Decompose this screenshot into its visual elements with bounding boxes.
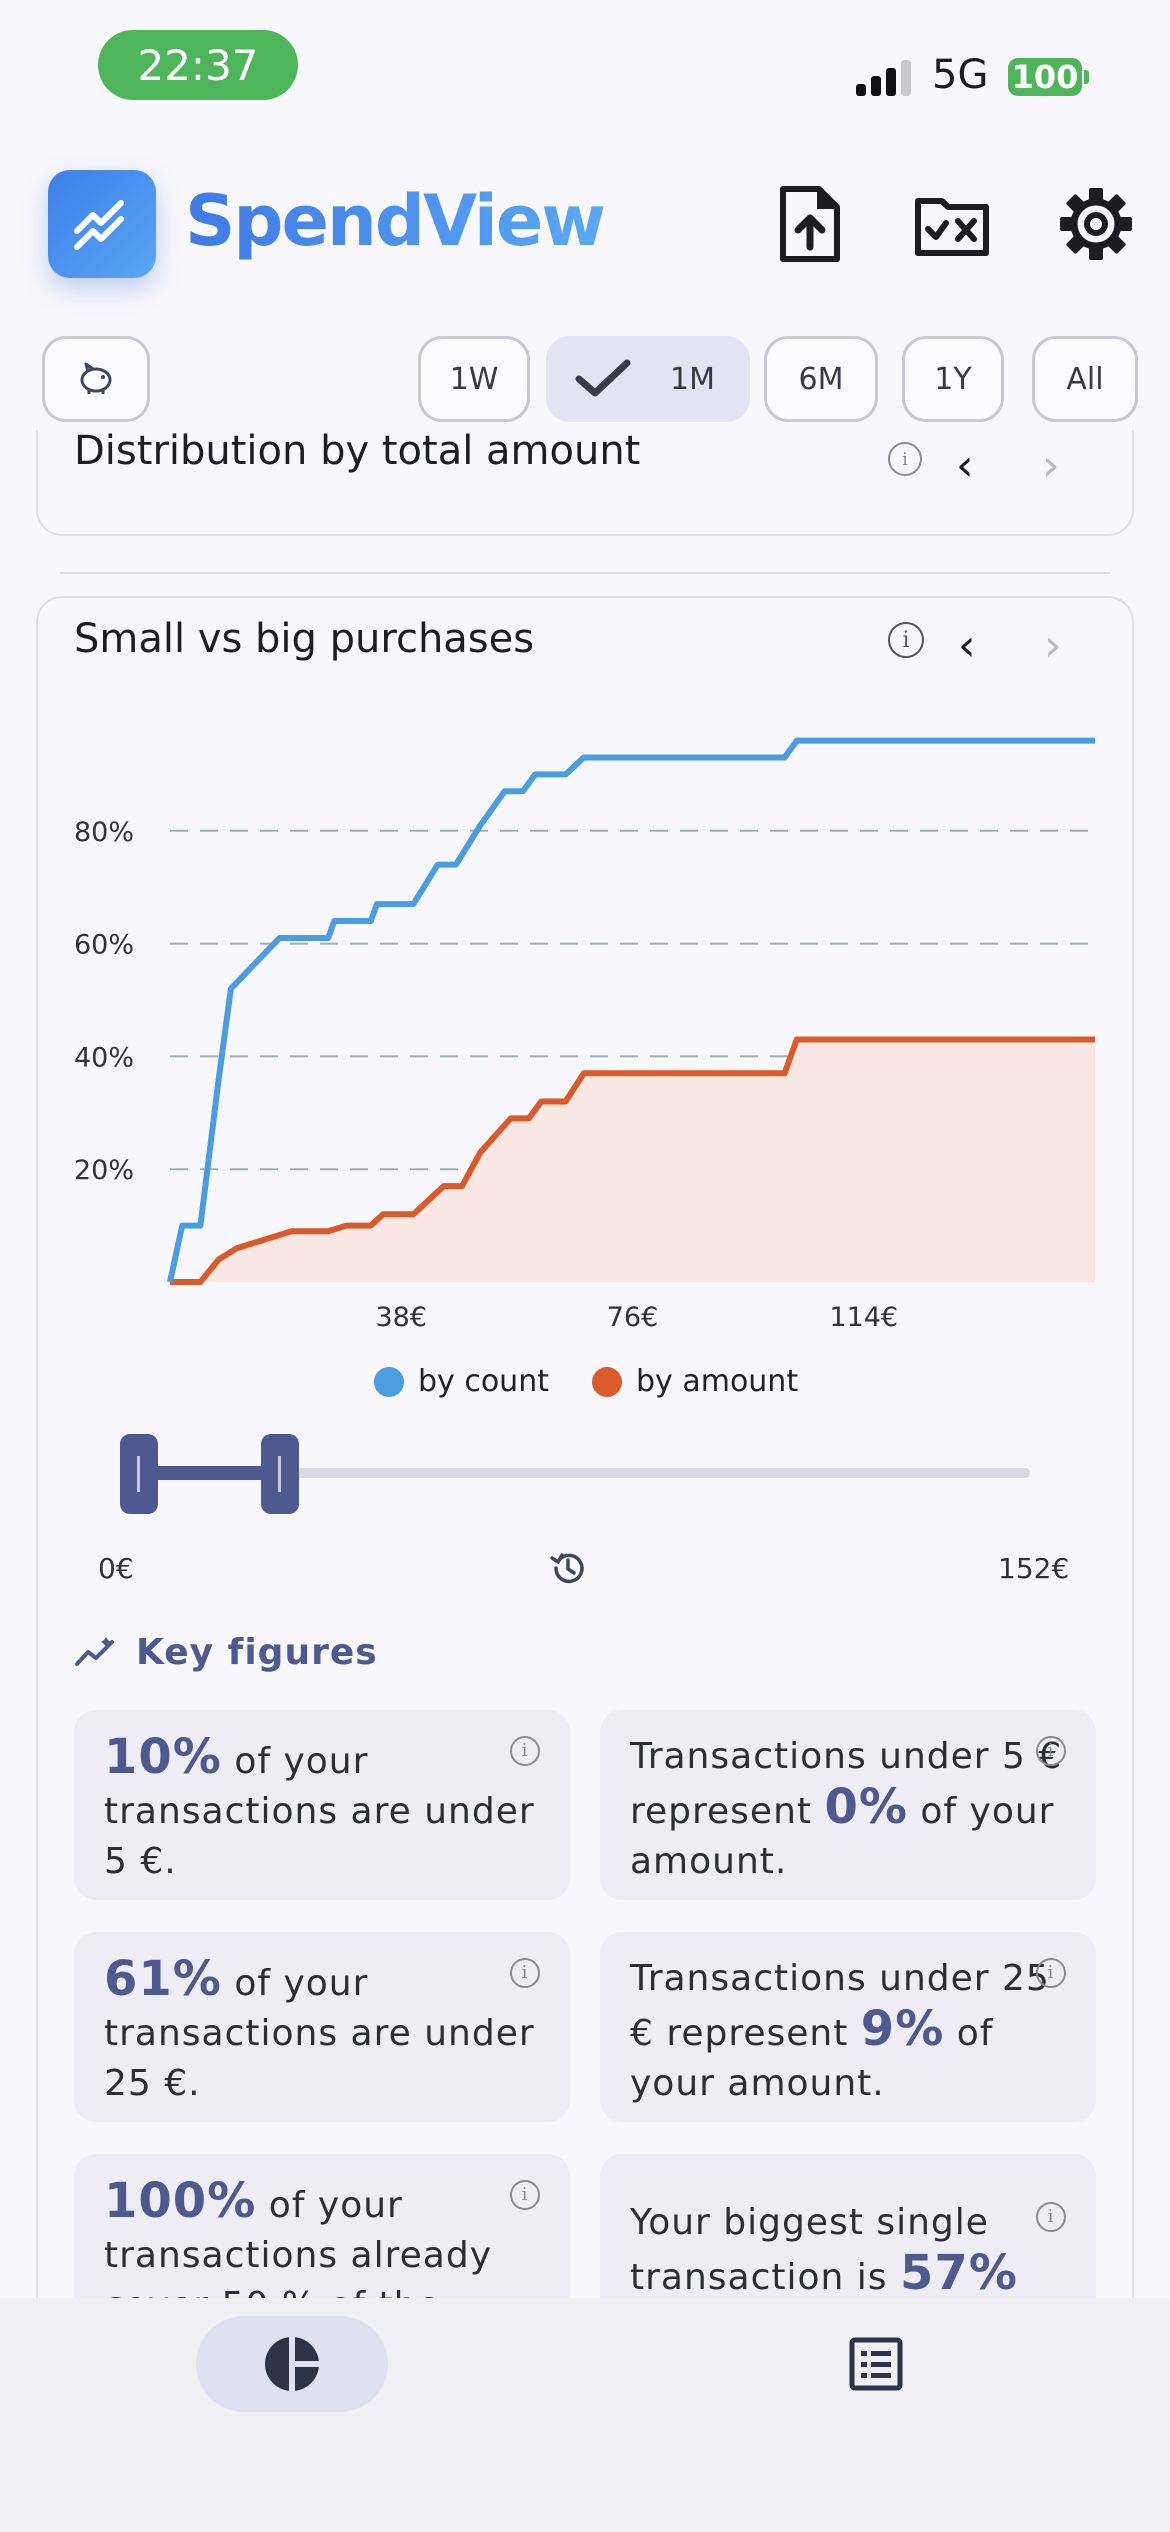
slider-min-label: 0€ xyxy=(98,1552,134,1585)
pie-chart-icon xyxy=(265,2335,321,2393)
app-logo xyxy=(48,170,156,278)
range-slider-track[interactable] xyxy=(150,1468,1030,1478)
info-icon[interactable]: i xyxy=(510,1958,540,1988)
card-title: Small vs big purchases xyxy=(74,616,535,662)
piggy-bank-icon xyxy=(80,362,112,394)
slider-max-label: 152€ xyxy=(998,1552,1070,1585)
upload-file-icon[interactable] xyxy=(770,184,850,264)
key-figure-text: Your biggest single transaction is xyxy=(630,2202,989,2298)
key-figure-text: of your transactions are under 25 €. xyxy=(104,1963,535,2104)
info-icon[interactable]: i xyxy=(510,1736,540,1766)
legend-amount: by amount xyxy=(592,1364,798,1399)
list-document-icon xyxy=(849,2337,903,2391)
legend-amount-swatch xyxy=(592,1366,622,1397)
key-figure-value: 10% xyxy=(104,1729,222,1785)
key-figure-card-2: i Transactions under 5 € represent 0% of… xyxy=(600,1710,1096,1900)
filter-1m[interactable]: 1M xyxy=(546,336,750,422)
amount-area xyxy=(170,1039,1095,1282)
key-figure-card-4: i Transactions under 25 € represent 9% o… xyxy=(600,1932,1096,2122)
filter-1w[interactable]: 1W xyxy=(418,336,530,422)
reset-history-icon[interactable] xyxy=(548,1548,588,1592)
piggy-bank-button[interactable] xyxy=(42,336,150,422)
key-figure-value: 9% xyxy=(860,2001,945,2057)
key-figures-icon xyxy=(74,1636,116,1674)
filter-6m[interactable]: 6M xyxy=(764,336,878,422)
filter-6m-label: 6M xyxy=(798,361,844,397)
legend-count-swatch xyxy=(374,1366,404,1397)
key-figure-text: of your transactions are under 5 €. xyxy=(104,1741,535,1882)
info-icon[interactable]: i xyxy=(1036,1736,1066,1766)
filter-1w-label: 1W xyxy=(449,361,499,397)
key-figure-text: Transactions under 5 € represent xyxy=(630,1736,1063,1832)
legend-count: by count xyxy=(374,1364,549,1399)
x-tick-label: 114€ xyxy=(829,1302,898,1333)
checkmark-icon xyxy=(575,359,631,397)
filter-1y-label: 1Y xyxy=(934,361,972,397)
settings-gear-icon[interactable] xyxy=(1056,184,1136,264)
y-tick-label: 60% xyxy=(74,930,134,961)
chart-tab[interactable] xyxy=(196,2316,388,2412)
key-figure-value: 57% xyxy=(900,2245,1018,2301)
chevron-left-icon[interactable]: ‹ xyxy=(958,620,976,671)
battery-indicator: 100 xyxy=(1008,58,1082,96)
filter-all-label: All xyxy=(1066,361,1104,397)
legend-count-label: by count xyxy=(418,1364,549,1399)
list-tab[interactable] xyxy=(848,2336,904,2396)
y-tick-label: 20% xyxy=(74,1155,134,1186)
key-figure-value: 0% xyxy=(824,1779,908,1835)
x-tick-label: 76€ xyxy=(607,1302,659,1333)
chevron-left-icon[interactable]: ‹ xyxy=(956,440,974,491)
key-figure-text: of your amount. xyxy=(630,1791,1055,1882)
status-time: 22:37 xyxy=(98,30,298,100)
key-figure-text: of your amount. xyxy=(630,2013,994,2104)
bottom-tab-bar xyxy=(0,2298,1170,2532)
y-tick-label: 40% xyxy=(74,1042,134,1073)
amount-line xyxy=(170,1036,1095,1285)
info-icon[interactable]: i xyxy=(1036,1958,1066,1988)
info-icon[interactable]: i xyxy=(888,442,922,476)
key-figure-card-1: i 10% of your transactions are under 5 €… xyxy=(74,1710,570,1900)
key-figure-text: Transactions under 25 € represent xyxy=(630,1958,1050,2054)
filter-all[interactable]: All xyxy=(1032,336,1138,422)
folder-remove-icon[interactable] xyxy=(912,184,992,264)
battery-nub xyxy=(1084,70,1089,84)
x-tick-label: 38€ xyxy=(375,1302,427,1333)
chevron-right-icon: › xyxy=(1044,620,1062,671)
card-separator xyxy=(60,572,1110,574)
battery-level: 100 xyxy=(1011,58,1079,96)
filter-1y[interactable]: 1Y xyxy=(902,336,1004,422)
key-figure-card-3: i 61% of your transactions are under 25 … xyxy=(74,1932,570,2122)
legend-amount-label: by amount xyxy=(636,1364,799,1399)
info-icon[interactable]: i xyxy=(510,2180,540,2210)
key-figures-heading: Key figures xyxy=(136,1632,378,1673)
range-slider-max-handle[interactable] xyxy=(261,1434,299,1514)
range-slider-fill xyxy=(150,1466,280,1480)
network-label: 5G xyxy=(932,52,989,98)
trend-chart-icon xyxy=(74,200,124,250)
time-text: 22:37 xyxy=(137,40,259,90)
small-vs-big-card xyxy=(36,596,1134,2316)
info-icon[interactable]: i xyxy=(888,622,924,658)
y-tick-label: 80% xyxy=(74,817,134,848)
key-figure-value: 61% xyxy=(104,1951,222,2007)
app-title: SpendView xyxy=(185,180,606,262)
chevron-right-icon: › xyxy=(1042,440,1060,491)
count-line xyxy=(167,737,1095,1283)
info-icon[interactable]: i xyxy=(1036,2202,1066,2232)
previous-card-border xyxy=(36,430,1134,536)
previous-card-title: Distribution by total amount xyxy=(74,430,641,474)
cumulative-chart: 20% 40% 60% 80% 38€ 76€ 114€ xyxy=(74,737,1095,1333)
signal-strength-icon xyxy=(856,58,916,96)
range-slider-min-handle[interactable] xyxy=(120,1434,158,1514)
key-figure-value: 100% xyxy=(104,2173,257,2229)
previous-card-clip: Distribution by total amount i ‹ › xyxy=(36,430,1134,536)
filter-1m-label: 1M xyxy=(670,361,715,397)
